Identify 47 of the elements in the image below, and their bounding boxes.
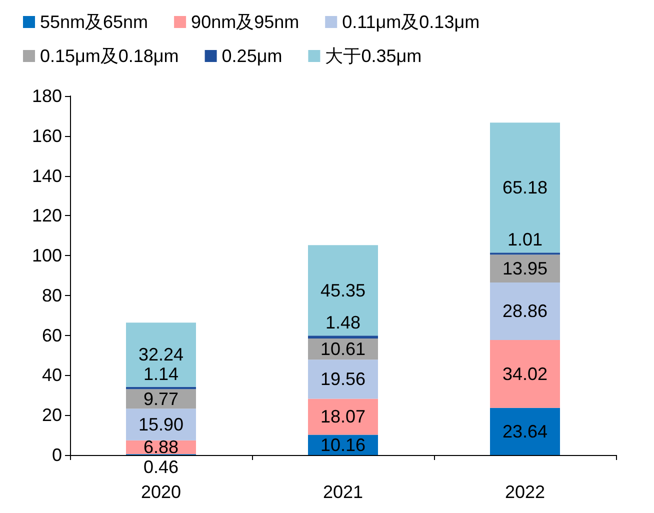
bar — [490, 122, 560, 253]
data-label: 45.35 — [320, 280, 366, 300]
bar — [490, 340, 560, 408]
data-label: 1.01 — [507, 230, 543, 250]
bar — [126, 322, 196, 387]
y-tick-label: 100 — [32, 246, 62, 266]
bar — [308, 336, 378, 339]
bar — [126, 408, 196, 440]
x-tick-label: 2022 — [504, 482, 546, 502]
data-label: 1.14 — [143, 364, 179, 384]
y-tick-label: 140 — [32, 166, 62, 186]
y-tick-label: 80 — [42, 285, 62, 306]
data-label: 1.48 — [325, 312, 361, 333]
bar — [308, 245, 378, 336]
legend-label: 0.15μm及0.18μm — [40, 46, 179, 66]
legend-label: 55nm及65nm — [40, 12, 148, 32]
y-tick-label: 160 — [32, 126, 62, 146]
bar — [490, 408, 560, 455]
bar — [308, 360, 378, 399]
y-tick-label: 120 — [32, 206, 62, 226]
y-tick-label: 20 — [42, 405, 62, 426]
data-label: 32.24 — [138, 344, 184, 365]
y-tick-label: 60 — [42, 325, 62, 346]
data-label: 9.77 — [143, 388, 179, 409]
y-tick-label: 40 — [42, 365, 62, 386]
data-label: 65.18 — [502, 178, 548, 198]
data-label: 0.46 — [143, 457, 179, 477]
data-label: 34.02 — [502, 364, 548, 384]
legend-label: 90nm及95nm — [191, 12, 300, 32]
x-tick-label: 2021 — [322, 482, 364, 502]
data-label: 13.95 — [502, 258, 548, 279]
data-label: 23.64 — [502, 421, 548, 442]
y-tick-label: 180 — [32, 86, 62, 106]
bar — [490, 282, 560, 340]
data-label: 18.07 — [320, 406, 366, 427]
x-tick-label: 2020 — [140, 482, 182, 502]
data-label: 19.56 — [320, 369, 366, 390]
data-label: 28.86 — [502, 301, 548, 322]
data-label: 10.16 — [320, 434, 366, 455]
y-tick-label: 0 — [52, 445, 62, 465]
data-label: 15.90 — [138, 414, 184, 435]
legend-label: 0.11μm及0.13μm — [342, 12, 480, 32]
data-label: 10.61 — [320, 339, 366, 360]
legend-label: 0.25μm — [222, 46, 282, 66]
data-label: 6.88 — [143, 437, 179, 458]
bar — [308, 398, 378, 435]
legend-label: 大于0.35μm — [325, 46, 422, 66]
